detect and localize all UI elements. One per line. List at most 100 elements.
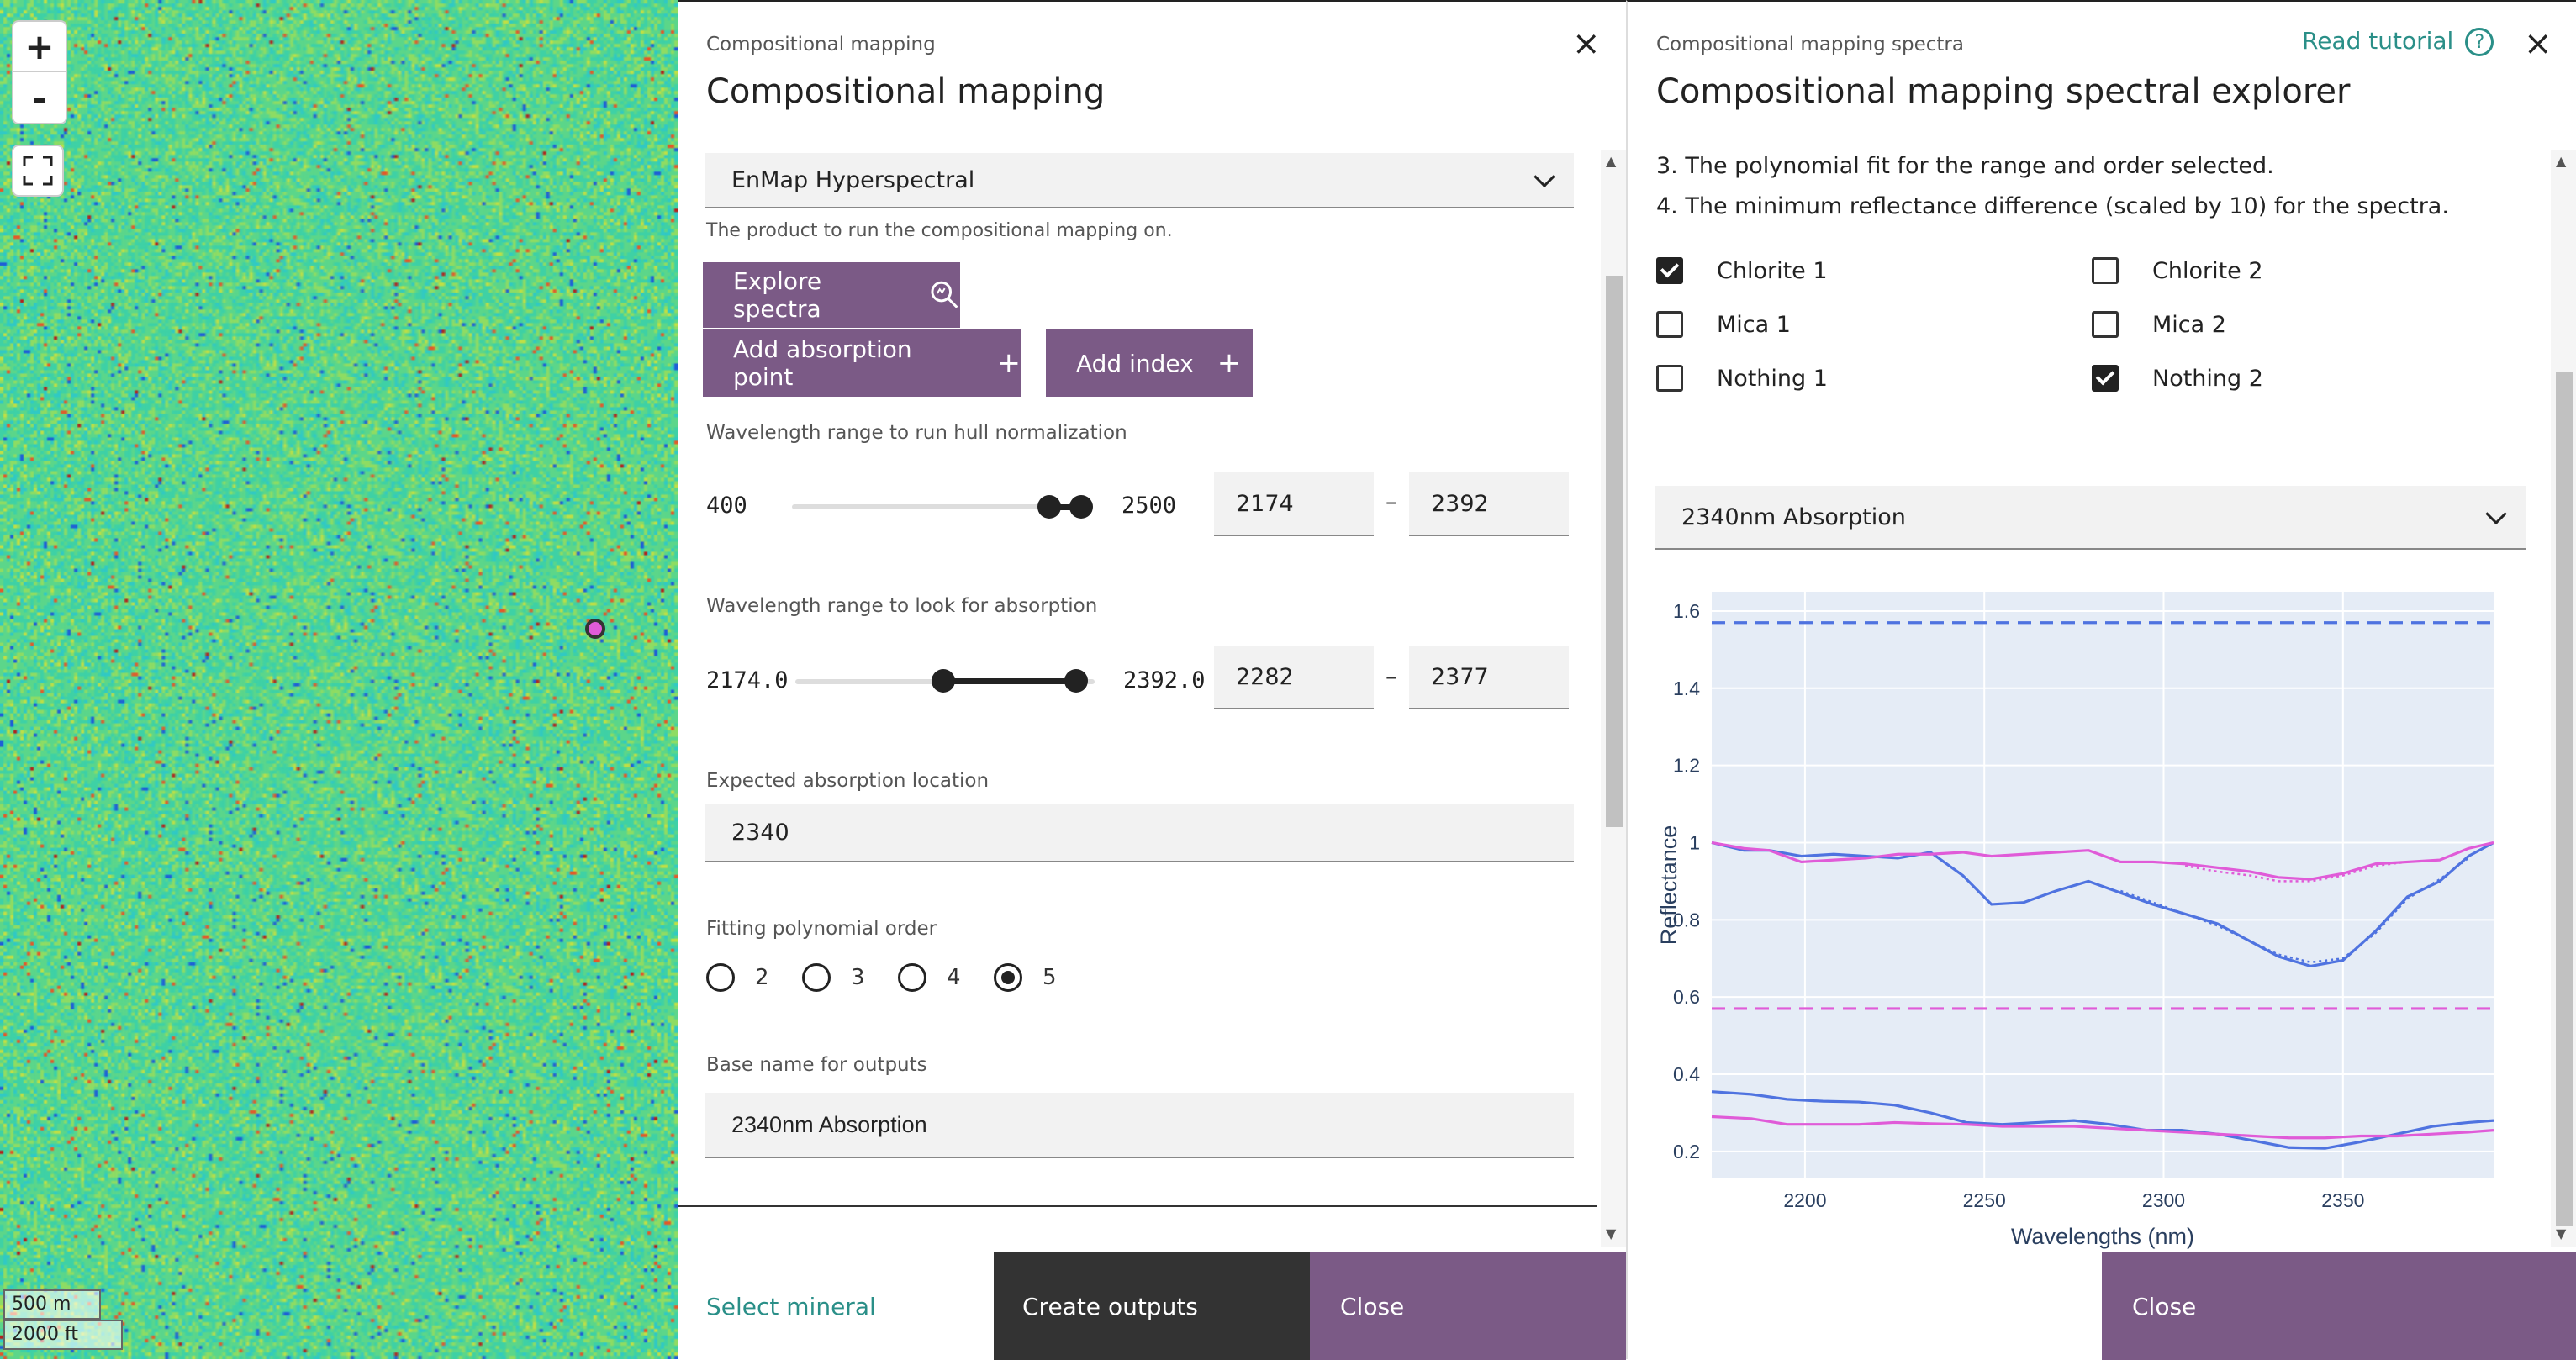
radio-circle[interactable] [802,963,831,992]
hull-range-slider[interactable] [792,504,1091,509]
product-select[interactable]: EnMap Hyperspectral [705,153,1574,208]
checkbox-box[interactable] [1656,311,1683,338]
add-absorption-point-button[interactable]: Add absorption point + [703,329,1021,397]
spectra-chart[interactable]: 0.2 0.4 0.6 0.8 1 1.2 1.4 1.6 2200 2250 2300 2350 Wa… [1628,573,2544,1254]
add-index-label: Add index [1076,349,1194,377]
checkbox-label: Mica 1 [1717,311,1791,338]
radio-circle[interactable] [706,963,735,992]
hull-range-fill [1051,504,1086,510]
hull-range-to-input[interactable]: 2392 [1409,472,1569,536]
scroll-down-arrow[interactable]: ▼ [2556,1226,2567,1241]
x-tick-label: 2250 [1963,1189,2006,1211]
absorption-select[interactable]: 2340nm Absorption [1655,486,2526,550]
absorption-range-end-handle[interactable] [1064,669,1088,693]
hull-range-min: 400 [706,493,747,519]
hull-range-end-handle[interactable] [1069,495,1093,519]
range-separator: – [1386,662,1397,690]
read-tutorial-link[interactable]: Read tutorial? [2302,27,2494,56]
base-name-label: Base name for outputs [706,1054,927,1076]
scroll-up-arrow[interactable]: ▲ [2556,153,2567,169]
create-outputs-button[interactable]: Create outputs [994,1252,1310,1360]
checkbox-box[interactable] [1656,257,1683,284]
checkbox-box[interactable] [2092,257,2119,284]
hull-range-start-handle[interactable] [1037,495,1061,519]
base-name-input[interactable]: 2340nm Absorption [705,1093,1574,1158]
radio-circle-selected[interactable] [994,963,1022,992]
instruction-line-4: 4. The minimum reflectance difference (s… [1656,193,2449,219]
y-tick-label: 1 [1689,831,1700,853]
checkbox-label: Mica 2 [2152,311,2226,338]
y-tick-label: 1.2 [1673,755,1700,777]
radio-order-5[interactable]: 5 [994,963,1057,992]
chevron-down-icon [1533,166,1555,188]
radio-order-4[interactable]: 4 [898,963,961,992]
radio-circle[interactable] [898,963,926,992]
checkbox-nothing-1[interactable]: Nothing 1 [1656,365,1828,392]
checkbox-chlorite-2[interactable]: Chlorite 2 [2092,257,2263,284]
checkbox-mica-2[interactable]: Mica 2 [2092,311,2226,338]
y-tick-label: 0.6 [1673,986,1700,1008]
x-axis-label: Wavelengths (nm) [2011,1224,2194,1249]
close-icon[interactable]: × [2524,24,2552,63]
radio-order-3[interactable]: 3 [802,963,865,992]
y-tick-label: 1.4 [1673,677,1700,699]
close-icon[interactable]: × [1572,24,1601,63]
chevron-down-icon [2485,503,2507,525]
add-absorption-point-label: Add absorption point [733,335,912,391]
scrollbar-thumb[interactable] [2556,372,2573,1226]
map-marker[interactable] [585,619,605,639]
read-tutorial-label: Read tutorial [2302,27,2454,55]
breadcrumb: Compositional mapping [706,34,936,55]
scroll-up-arrow[interactable]: ▲ [1606,153,1617,169]
close-button[interactable]: Close [2102,1252,2576,1360]
select-mineral-link[interactable]: Select mineral [706,1292,876,1320]
page-title: Compositional mapping spectral explorer [1656,72,2351,111]
checkbox-box[interactable] [2092,365,2119,392]
radio-label: 4 [947,965,961,990]
zoom-out-button[interactable]: - [32,76,47,119]
series-line-1 [2119,857,2469,964]
absorption-range-min: 2174.0 [706,667,789,693]
checkbox-mica-1[interactable]: Mica 1 [1656,311,1791,338]
instruction-line-3: 3. The polynomial fit for the range and … [1656,153,2274,179]
spectral-explorer-panel: Compositional mapping spectra Read tutor… [1626,0,2576,1360]
fullscreen-icon [23,156,53,186]
series-line-2 [1711,841,2494,881]
map-view[interactable]: + - 500 m 2000 ft [0,0,678,1359]
close-button[interactable]: Close [1310,1252,1626,1360]
radio-label: 3 [851,965,865,990]
checkbox-label: Nothing 2 [2152,365,2263,392]
hull-range-from-input[interactable]: 2174 [1214,472,1374,536]
y-tick-label: 0.8 [1673,909,1700,930]
checkbox-box[interactable] [2092,311,2119,338]
radio-label: 2 [755,965,769,990]
checkbox-nothing-2[interactable]: Nothing 2 [2092,365,2263,392]
hull-range-max: 2500 [1122,493,1177,519]
expected-location-input[interactable]: 2340 [705,804,1574,862]
y-tick-label: 1.6 [1673,600,1700,622]
page-title: Compositional mapping [706,72,1106,111]
plus-icon: + [996,346,1021,380]
zoom-control: + - [12,20,67,124]
checkbox-label: Chlorite 2 [2152,257,2263,284]
map-raster[interactable] [0,0,678,1359]
compositional-mapping-panel: Compositional mapping Compositional mapp… [678,0,1626,1360]
explore-spectra-button[interactable]: Explore spectra [703,262,960,328]
polynomial-order-label: Fitting polynomial order [706,918,937,940]
checkbox-chlorite-1[interactable]: Chlorite 1 [1656,257,1828,284]
scrollbar-thumb[interactable] [1606,276,1623,827]
checkbox-box[interactable] [1656,365,1683,392]
absorption-range-to-input[interactable]: 2377 [1409,646,1569,709]
product-select-value: EnMap Hyperspectral [731,166,975,193]
y-tick-label: 0.2 [1673,1141,1700,1162]
absorption-range-max: 2392.0 [1123,667,1206,693]
radio-label: 5 [1043,965,1057,990]
fullscreen-button[interactable] [12,145,64,197]
absorption-range-from-input[interactable]: 2282 [1214,646,1374,709]
absorption-range-start-handle[interactable] [932,669,955,693]
radio-order-2[interactable]: 2 [706,963,769,992]
zoom-in-button[interactable]: + [13,22,66,72]
absorption-select-value: 2340nm Absorption [1681,503,1906,530]
add-index-button[interactable]: Add index + [1046,329,1253,397]
scroll-down-arrow[interactable]: ▼ [1606,1226,1617,1241]
